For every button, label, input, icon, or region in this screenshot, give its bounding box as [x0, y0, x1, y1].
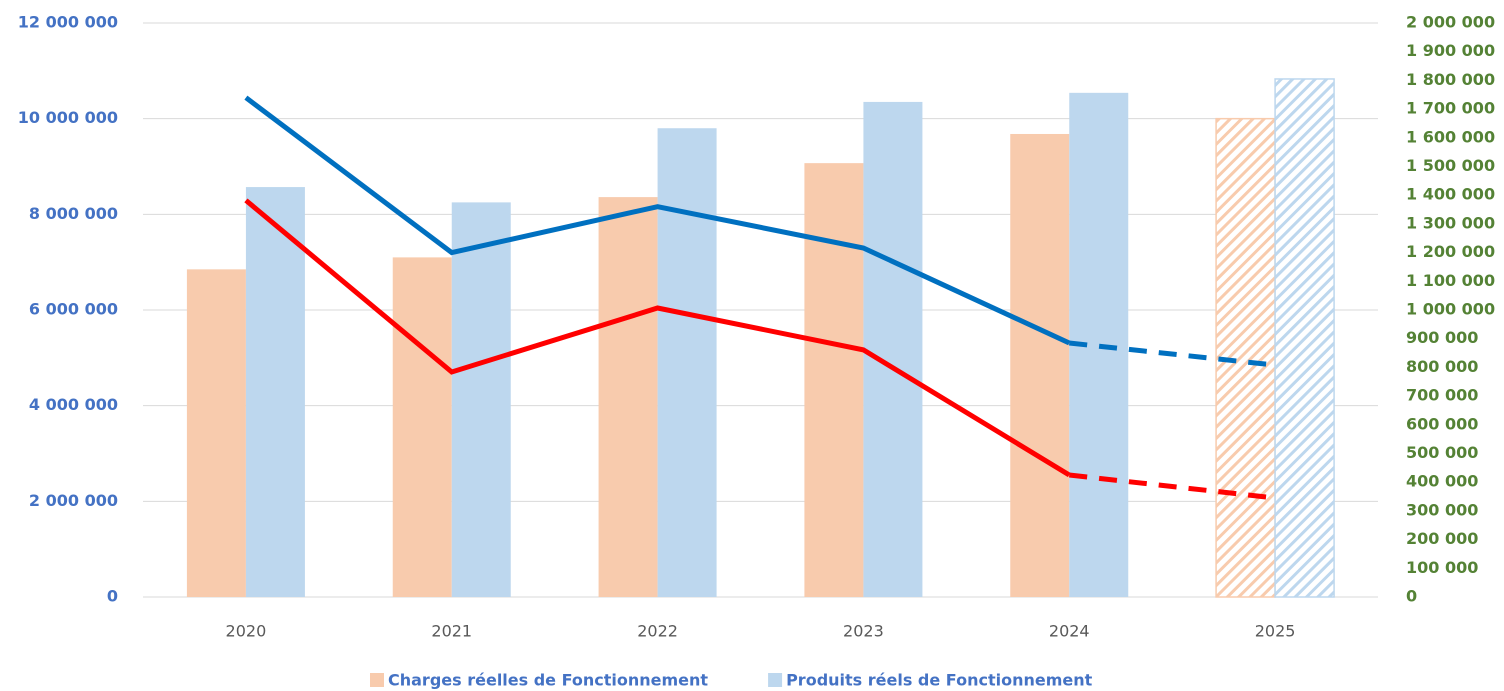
y-tick-label: 10 000 000: [18, 108, 118, 127]
y2-tick-label: 0: [1406, 587, 1417, 606]
y2-tick-label: 1 500 000: [1406, 156, 1495, 175]
bar: [392, 257, 452, 597]
line: [244, 198, 1071, 478]
legend-swatch: [370, 673, 384, 687]
y2-tick-label: 1 200 000: [1406, 242, 1495, 261]
y-tick-label: 0: [107, 587, 118, 606]
line: [244, 95, 1071, 346]
x-tick-label: 2025: [1255, 622, 1296, 641]
y2-tick-label: 400 000: [1406, 472, 1478, 491]
y2-tick-label: 300 000: [1406, 500, 1478, 519]
y2-tick-label: 1 400 000: [1406, 185, 1495, 204]
bar: [451, 202, 511, 597]
y-tick-label: 4 000 000: [29, 395, 118, 414]
y2-tick-label: 1 700 000: [1406, 99, 1495, 118]
y-tick-label: 8 000 000: [29, 204, 118, 223]
y2-tick-label: 200 000: [1406, 529, 1478, 548]
bar: [1274, 78, 1335, 598]
line: [1068, 472, 1276, 501]
y2-tick-label: 1 600 000: [1406, 127, 1495, 146]
y2-tick-label: 2 000 000: [1406, 13, 1495, 32]
x-tick-label: 2022: [637, 622, 678, 641]
y2-tick-label: 800 000: [1406, 357, 1478, 376]
bar: [657, 128, 717, 597]
bar: [804, 163, 864, 597]
bar: [1010, 133, 1070, 597]
y2-tick-label: 500 000: [1406, 443, 1478, 462]
y2-tick-label: 1 100 000: [1406, 271, 1495, 290]
legend-label: Produits réels de Fonctionnement: [786, 671, 1093, 690]
x-tick-label: 2020: [226, 622, 267, 641]
bar: [863, 101, 923, 598]
legend-label: Charges réelles de Fonctionnement: [388, 671, 708, 690]
bar: [245, 187, 305, 597]
x-tick-label: 2021: [431, 622, 472, 641]
y2-tick-label: 1 000 000: [1406, 300, 1495, 319]
y2-tick-label: 1 300 000: [1406, 213, 1495, 232]
y2-tick-label: 100 000: [1406, 558, 1478, 577]
x-tick-label: 2024: [1049, 622, 1090, 641]
y-tick-label: 6 000 000: [29, 300, 118, 319]
y-tick-label: 2 000 000: [29, 491, 118, 510]
bar: [598, 197, 658, 597]
y2-tick-label: 1 800 000: [1406, 70, 1495, 89]
legend-swatch: [768, 673, 783, 687]
x-tick-label: 2023: [843, 622, 884, 641]
y2-tick-label: 1 900 000: [1406, 41, 1495, 60]
line: [1068, 340, 1276, 368]
y2-tick-label: 700 000: [1406, 386, 1478, 405]
y-tick-label: 12 000 000: [18, 13, 118, 32]
y2-tick-label: 900 000: [1406, 328, 1478, 347]
bar: [186, 269, 246, 597]
y2-tick-label: 600 000: [1406, 414, 1478, 433]
